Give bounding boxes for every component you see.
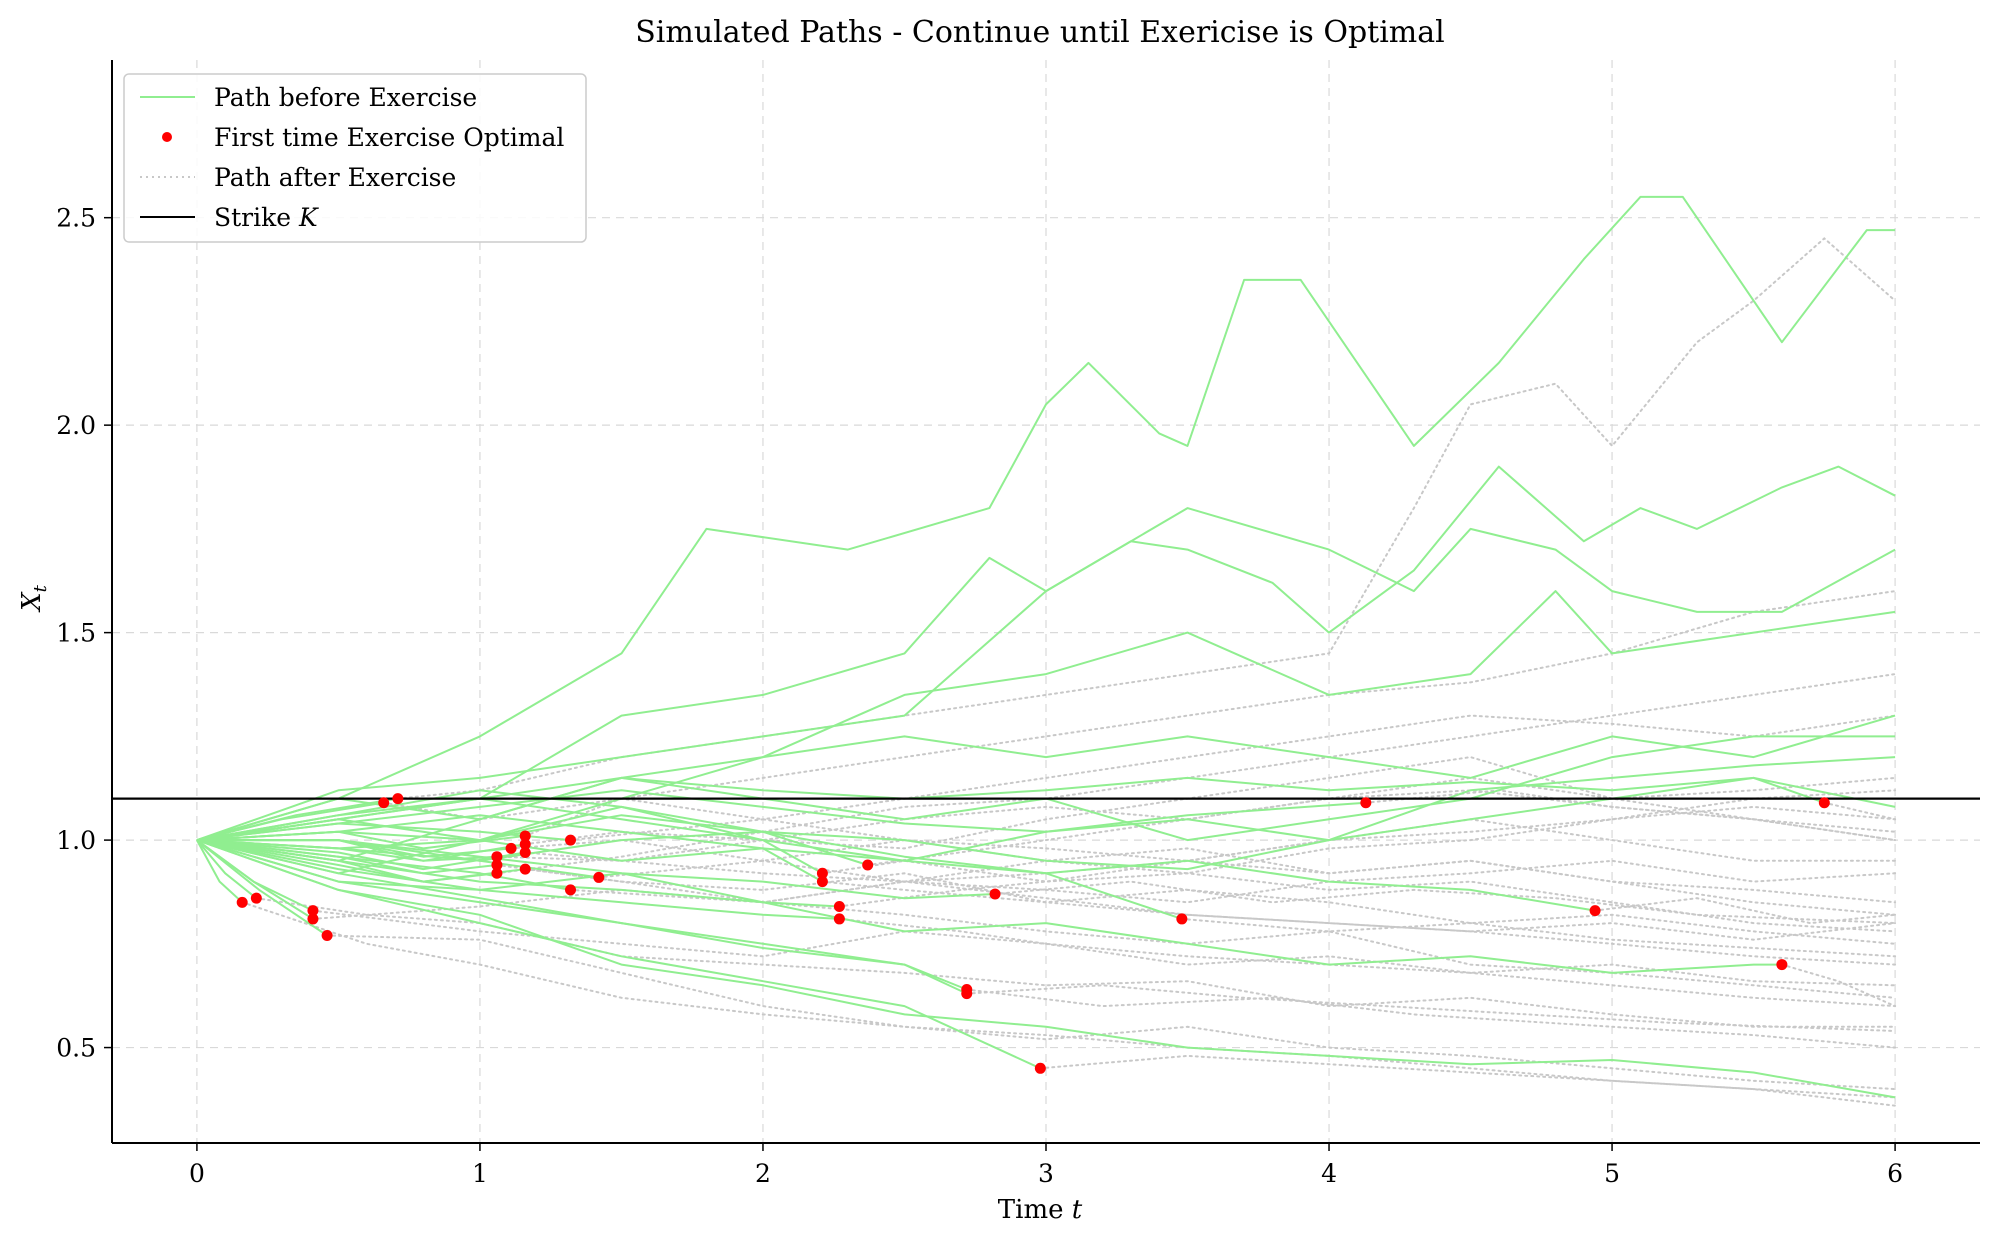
exercise-point — [1818, 797, 1830, 809]
path-after-exercise — [965, 988, 1897, 1049]
path-after-exercise — [1039, 1054, 1897, 1099]
y-tick-label: 1.0 — [56, 826, 96, 855]
legend: Path before Exercise First time Exercise… — [123, 73, 587, 243]
y-tick-label: 1.5 — [56, 619, 96, 648]
exercise-point — [250, 892, 262, 904]
exercise-point — [1776, 959, 1788, 971]
path-before-exercise — [196, 839, 571, 891]
path-before-exercise — [196, 839, 996, 900]
path-before-exercise — [196, 797, 823, 875]
path-after-exercise — [312, 909, 1897, 1008]
legend-label-exercise: First time Exercise Optimal — [214, 123, 564, 152]
exercise-point — [307, 905, 319, 917]
x-axis-label: Time t — [998, 1195, 1083, 1225]
exercise-point — [1176, 913, 1188, 925]
y-axis-label: Xt — [17, 584, 51, 613]
exercise-point — [816, 876, 828, 888]
exercise-point — [236, 896, 248, 908]
exercise-point — [519, 830, 531, 842]
exercise-point — [519, 847, 531, 859]
exercise-point — [307, 913, 319, 925]
path-after-exercise — [326, 934, 1897, 1091]
y-tick-label: 2.0 — [56, 411, 96, 440]
path-after-exercise — [965, 984, 1897, 1032]
path-after-exercise — [382, 797, 1897, 904]
exercise-point — [565, 834, 577, 846]
x-tick-label: 3 — [1038, 1159, 1054, 1188]
path-after-exercise — [524, 590, 1897, 837]
exercise-point — [833, 913, 845, 925]
exercise-point — [491, 851, 503, 863]
exercise-point — [519, 838, 531, 850]
path-before-exercise — [196, 507, 1896, 842]
exercise-point — [961, 988, 973, 1000]
x-tick-label: 4 — [1321, 1159, 1337, 1188]
legend-box — [123, 73, 587, 243]
exercise-point — [1360, 797, 1372, 809]
path-before-exercise — [196, 839, 243, 904]
exercise-point — [565, 884, 577, 896]
path-after-exercise — [241, 901, 1897, 1107]
path-after-exercise — [312, 880, 1897, 941]
exercise-point — [519, 863, 531, 875]
exercise-point — [1034, 1062, 1046, 1074]
exercise-point — [816, 867, 828, 879]
y-tick-label: 0.5 — [56, 1034, 96, 1063]
path-after-exercise — [569, 805, 1897, 904]
path-after-exercise — [1180, 917, 1897, 958]
path-after-exercise — [994, 880, 1897, 925]
exercise-point — [392, 793, 404, 805]
exercise-point — [321, 930, 333, 942]
x-tick-label: 2 — [755, 1159, 771, 1188]
path-after-exercise — [1823, 801, 1897, 821]
exercise-point — [505, 842, 517, 854]
path-before-exercise — [196, 195, 1896, 842]
path-before-exercise — [196, 839, 257, 899]
path-after-exercise — [1780, 963, 1897, 1008]
path-after-exercise — [1364, 789, 1897, 842]
path-before-exercise — [196, 465, 1896, 842]
x-axis-label-var: t — [1072, 1195, 1083, 1225]
path-before-exercise — [196, 839, 840, 920]
exercise-point — [593, 871, 605, 883]
path-before-exercise — [196, 797, 399, 842]
exercise-point — [862, 859, 874, 871]
x-tick-label: 5 — [1604, 1159, 1620, 1188]
exercise-point — [833, 900, 845, 912]
exercise-point — [1589, 905, 1601, 917]
legend-label-strike-text: Strike — [214, 203, 291, 232]
path-before-exercise — [196, 839, 328, 937]
y-axis-label-sub: t — [30, 584, 51, 592]
path-after-exercise — [866, 776, 1897, 866]
x-tick-label: 6 — [1887, 1159, 1903, 1188]
path-before-exercise — [196, 839, 968, 995]
path-before-exercise — [196, 839, 1896, 1099]
axes-layer: 0 1 2 3 4 5 6 0.5 1.0 1.5 2.0 2.5 — [56, 60, 1980, 1188]
path-after-exercise — [524, 851, 1897, 904]
path-before-exercise — [196, 789, 1366, 842]
legend-label-strike-var: K — [298, 203, 319, 232]
exercise-points — [236, 793, 1830, 1074]
path-after-exercise — [255, 897, 1897, 1028]
path-before-exercise — [196, 839, 1041, 1070]
y-tick-label: 2.5 — [56, 204, 96, 233]
x-tick-label: 0 — [189, 1159, 205, 1188]
after-exercise-paths — [241, 237, 1897, 1107]
y-axis-label-var: X — [17, 591, 47, 613]
legend-label-strike: Strike K — [214, 203, 319, 232]
exercise-point — [491, 859, 503, 871]
x-tick-label: 1 — [472, 1159, 488, 1188]
exercise-point — [989, 888, 1001, 900]
legend-label-before: Path before Exercise — [214, 83, 477, 112]
x-axis-label-text: Time — [998, 1195, 1064, 1225]
legend-label-after: Path after Exercise — [214, 163, 456, 192]
legend-swatch-exercise — [162, 132, 172, 142]
exercise-point — [378, 797, 390, 809]
path-before-exercise — [196, 839, 1596, 912]
exercise-point — [491, 867, 503, 879]
chart-title: Simulated Paths - Continue until Exerici… — [635, 15, 1445, 50]
path-before-exercise — [196, 839, 840, 908]
